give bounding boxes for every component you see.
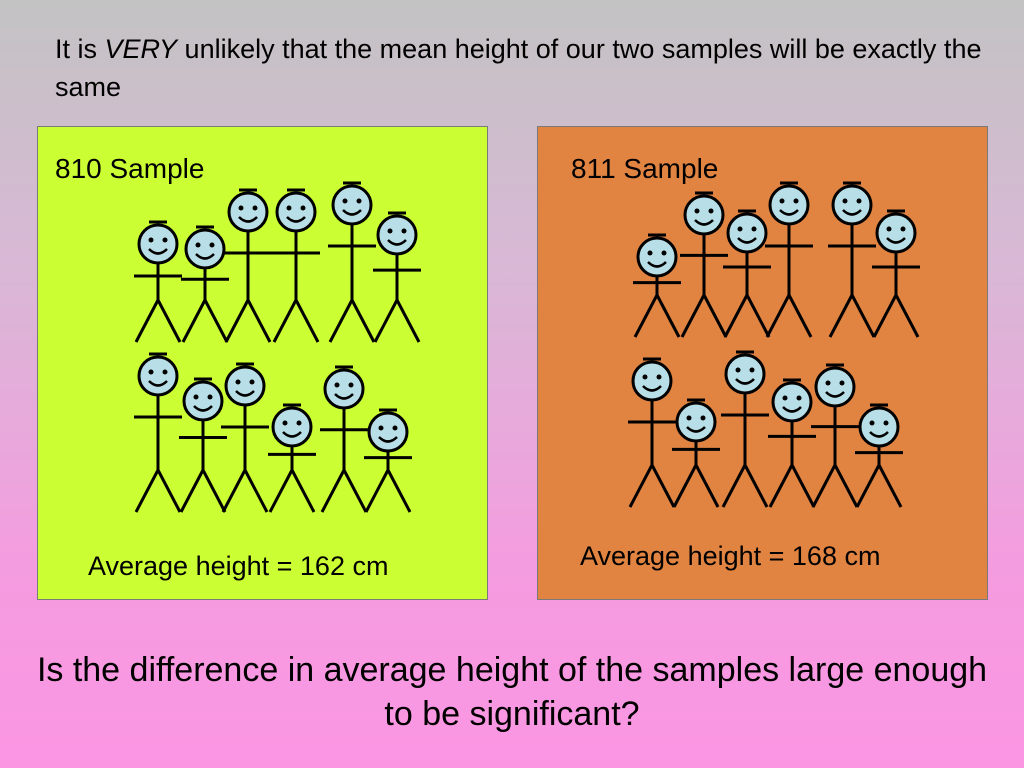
face-icon xyxy=(367,411,409,453)
stick-figure xyxy=(373,211,421,343)
face-icon xyxy=(683,194,725,236)
stick-figure xyxy=(179,377,227,513)
sample-811-figures xyxy=(628,181,920,508)
stick-figure xyxy=(268,403,316,513)
face-icon xyxy=(875,212,917,254)
stick-figure xyxy=(134,220,182,343)
stick-figure xyxy=(765,181,813,338)
face-icon xyxy=(323,368,365,410)
stick-figure xyxy=(811,363,859,508)
stick-figure xyxy=(672,398,720,508)
intro-prefix: It is xyxy=(55,34,105,64)
face-icon xyxy=(726,212,768,254)
stick-figure xyxy=(628,357,676,508)
stick-figure xyxy=(320,365,368,513)
sample-810-panel: 810 Sample Average height = 162 cm xyxy=(37,126,488,600)
intro-rest: unlikely that the mean height of our two… xyxy=(55,34,982,102)
face-icon xyxy=(137,223,179,265)
face-icon xyxy=(831,184,873,226)
face-icon xyxy=(724,353,766,395)
sample-810-title: 810 Sample xyxy=(55,153,205,184)
face-icon xyxy=(376,214,418,256)
stick-figure xyxy=(633,233,681,338)
face-icon xyxy=(184,228,226,270)
face-icon xyxy=(771,381,813,423)
face-icon xyxy=(768,184,810,226)
question-text: Is the difference in average height of t… xyxy=(36,651,988,733)
face-icon xyxy=(227,191,269,233)
face-icon xyxy=(182,380,224,422)
stick-figure xyxy=(721,350,769,508)
sample-810-figures xyxy=(134,181,421,513)
face-icon xyxy=(858,406,900,448)
stick-figure xyxy=(768,378,816,508)
stick-figure xyxy=(855,403,903,508)
face-icon xyxy=(814,366,856,408)
sample-811-average: Average height = 168 cm xyxy=(580,541,881,571)
face-icon xyxy=(137,355,179,397)
stick-figure xyxy=(272,188,320,343)
stick-figure xyxy=(328,181,376,343)
stick-figure xyxy=(872,209,920,338)
stick-figure xyxy=(134,352,182,513)
intro-text: It is VERY unlikely that the mean height… xyxy=(55,30,995,106)
stick-figure xyxy=(680,191,728,338)
face-icon xyxy=(271,406,313,448)
stick-figure xyxy=(221,362,269,513)
sample-811-title: 811 Sample xyxy=(571,153,719,184)
face-icon xyxy=(631,360,673,402)
stick-figure xyxy=(224,188,272,343)
sample-810-average: Average height = 162 cm xyxy=(88,551,389,581)
stick-figure xyxy=(828,181,876,338)
face-icon xyxy=(636,236,678,278)
stick-figure xyxy=(364,408,412,513)
face-icon xyxy=(275,191,317,233)
stick-figure xyxy=(181,225,229,343)
face-icon xyxy=(331,184,373,226)
intro-emphasis: VERY xyxy=(104,34,178,64)
stick-figure xyxy=(723,209,771,338)
face-icon xyxy=(224,365,266,407)
face-icon xyxy=(675,401,717,443)
sample-811-panel: 811 Sample Average height = 168 cm xyxy=(537,126,988,600)
